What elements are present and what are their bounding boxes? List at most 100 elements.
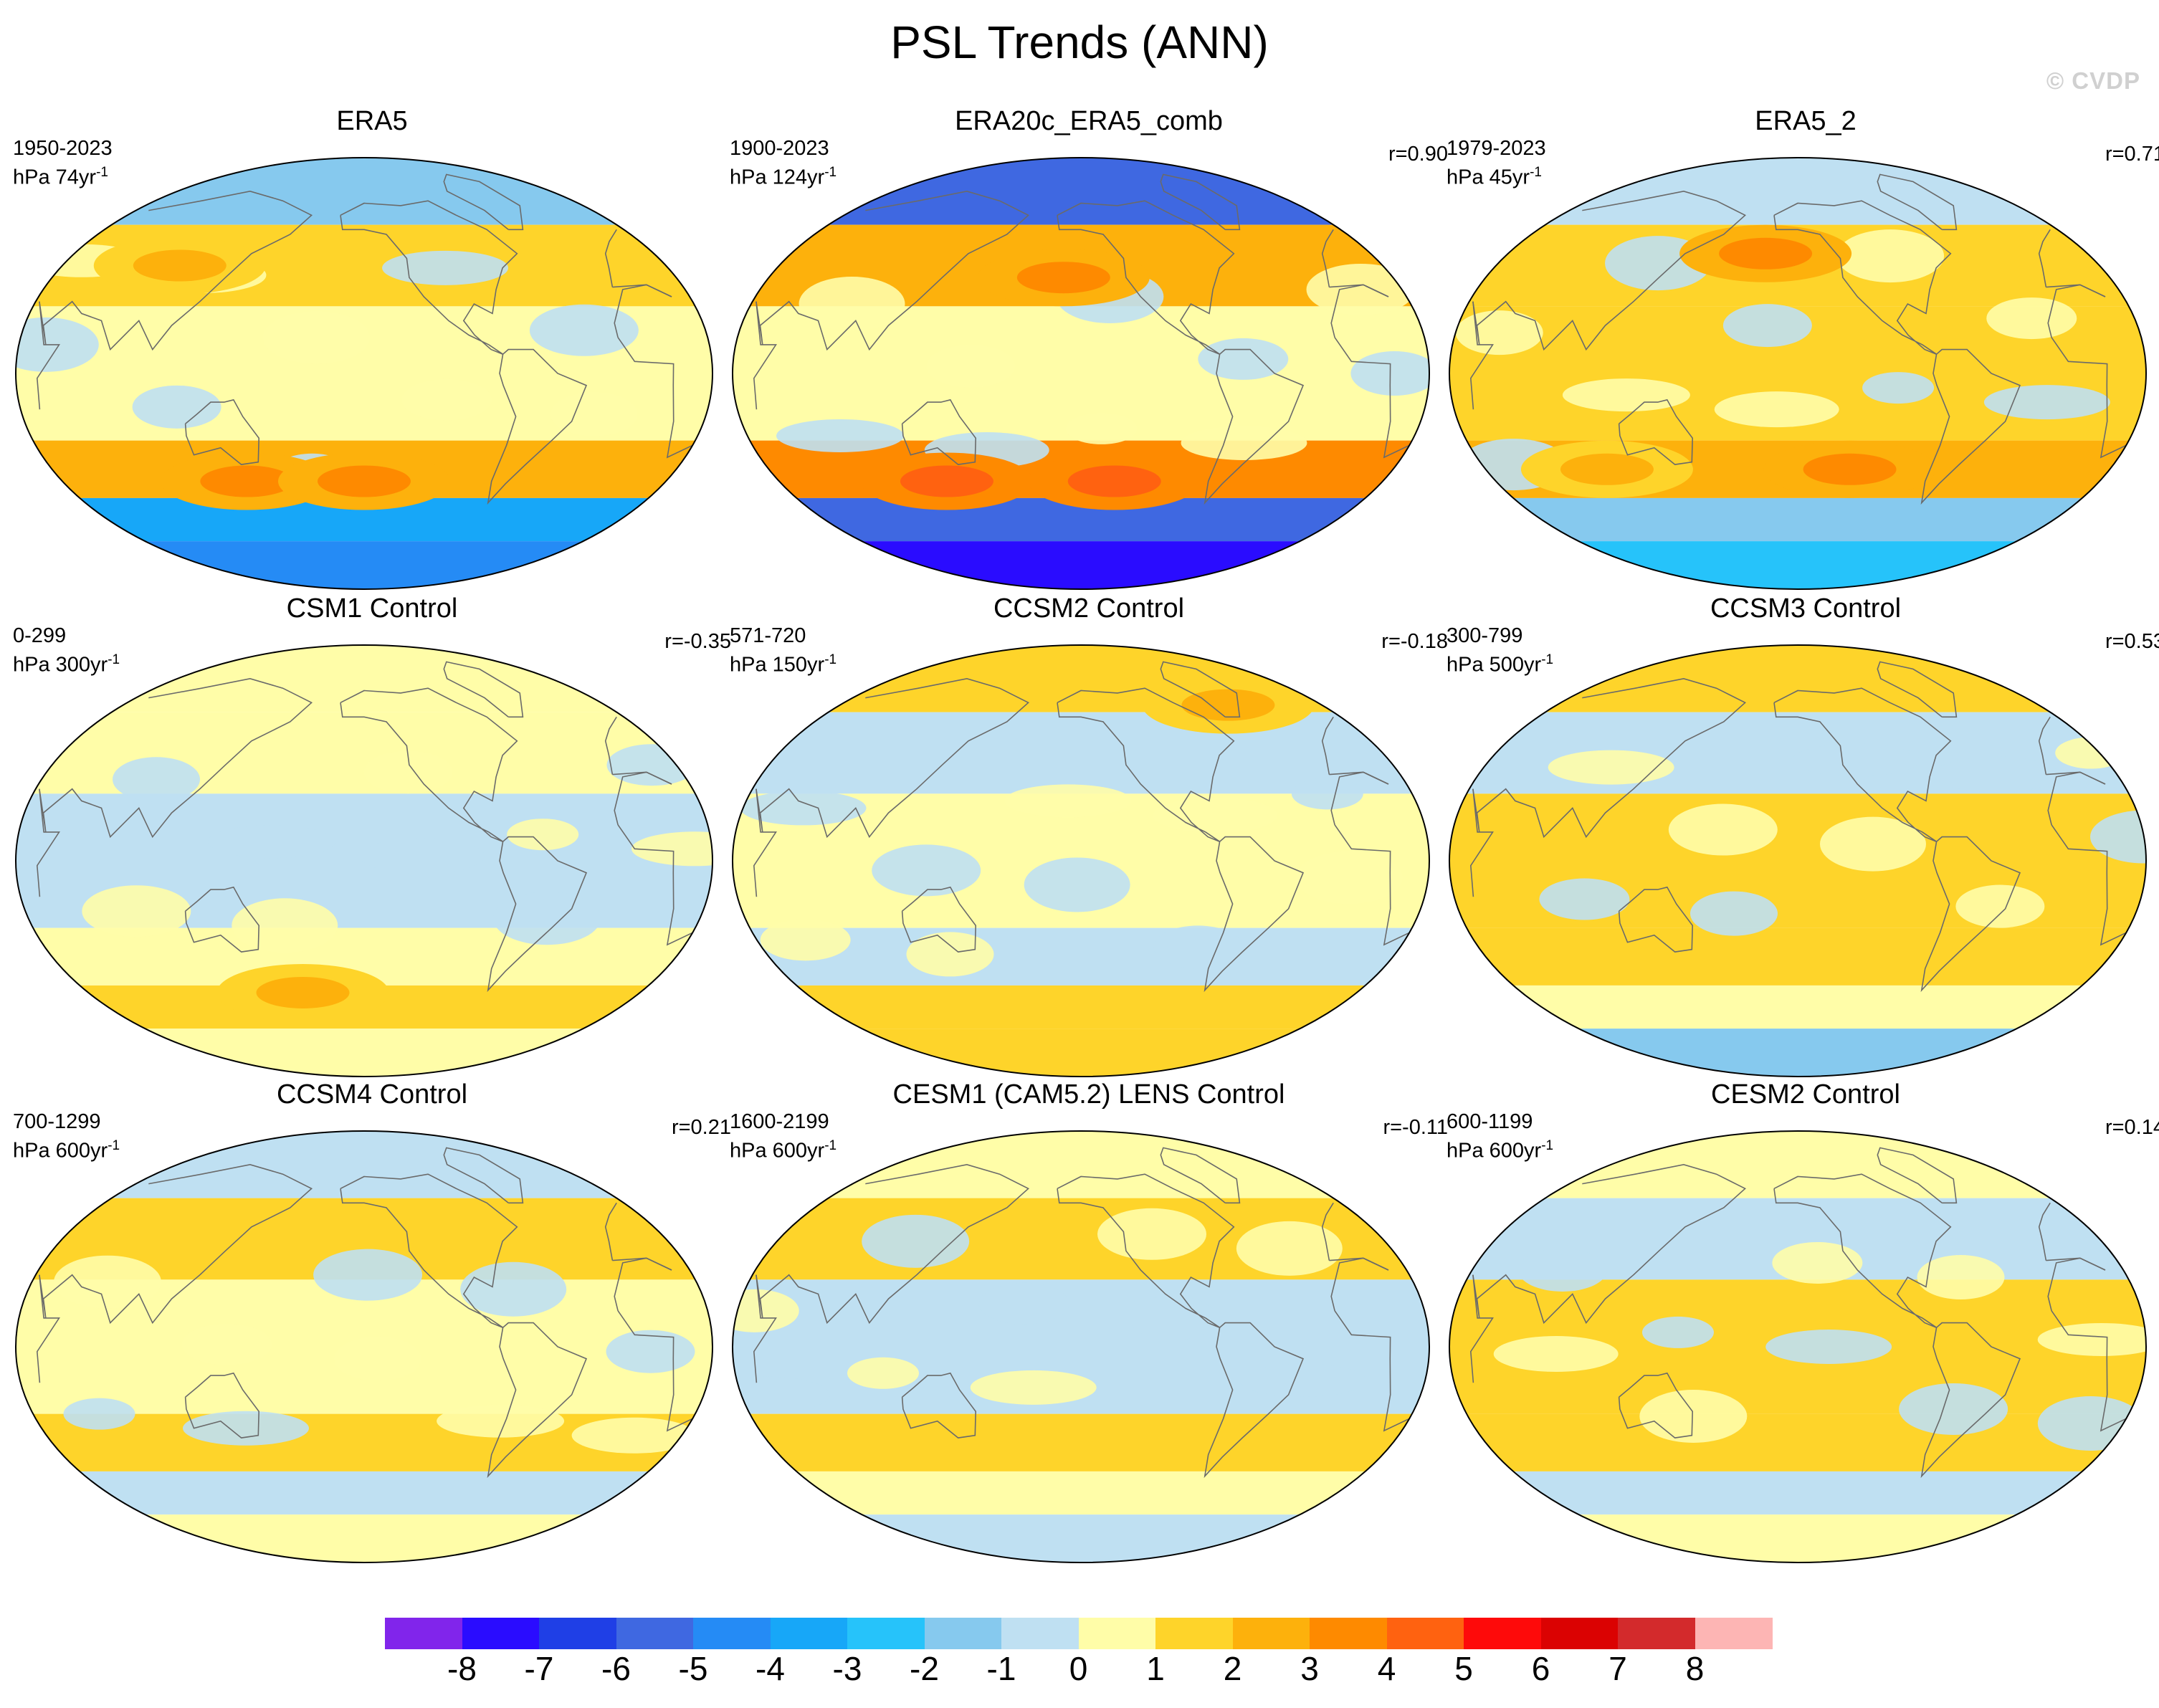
- colorbar-tick-label: 4: [1377, 1650, 1396, 1687]
- trend-patch: [1639, 1389, 1748, 1443]
- panel-units-base: hPa 500yr: [1447, 653, 1542, 677]
- trend-map: [732, 1130, 1430, 1563]
- trend-band: [733, 985, 1429, 1029]
- coastline: [1618, 399, 1694, 465]
- colorbar-box: [1386, 1618, 1464, 1649]
- panel-correlation: r=0.21: [671, 1116, 731, 1139]
- panel-units: hPa 300yr-1: [13, 648, 120, 677]
- panel-units-exponent: -1: [824, 652, 837, 667]
- map-border: [1449, 644, 2147, 1077]
- trend-patch: [1517, 1248, 1607, 1292]
- colorbar-tick-label: 0: [1069, 1650, 1088, 1687]
- trend-patch: [1714, 391, 1839, 428]
- trend-anomaly-core: [1067, 465, 1161, 497]
- colorbar-tick-label: -1: [986, 1650, 1016, 1687]
- colorbar-tick-label: -2: [910, 1650, 939, 1687]
- map-border: [732, 157, 1430, 590]
- trend-patch: [978, 1282, 1069, 1325]
- map-border: [1449, 1130, 2147, 1563]
- trend-patch: [1955, 884, 2045, 928]
- panel-units-base: hPa 124yr: [730, 166, 825, 189]
- panel-units-exponent: -1: [824, 165, 837, 180]
- field-layer: [1449, 645, 2146, 1077]
- trend-band: [16, 1029, 712, 1077]
- colorbar-box: [1310, 1618, 1387, 1649]
- trend-patch: [872, 844, 981, 897]
- field-layer: [733, 1131, 1429, 1563]
- panel-correlation: r=0.53: [2105, 630, 2159, 653]
- trend-patch: [437, 1404, 565, 1438]
- coastline: [753, 771, 1410, 946]
- trend-band: [1449, 1131, 2146, 1198]
- trend-patch: [132, 385, 221, 429]
- trend-band: [1449, 645, 2146, 712]
- panel-title: CCSM4 Control: [276, 1079, 468, 1110]
- trend-patch: [1153, 797, 1278, 834]
- trend-patch: [232, 898, 338, 953]
- trend-patch: [606, 744, 697, 786]
- trend-patch: [1899, 1383, 2008, 1435]
- trend-patch: [1792, 743, 1920, 777]
- coastline: [1877, 1147, 1958, 1204]
- trend-map: [1449, 157, 2147, 590]
- coastline: [184, 1372, 260, 1439]
- trend-patch: [113, 757, 201, 802]
- trend-band: [16, 1471, 712, 1515]
- trend-band: [1449, 985, 2146, 1029]
- colorbar-tick-label: 6: [1531, 1650, 1550, 1687]
- trend-patch: [363, 750, 453, 794]
- panel-correlation: r=-0.18: [1381, 630, 1448, 653]
- coastline: [1204, 836, 1305, 993]
- panel-units: hPa 150yr-1: [730, 648, 837, 677]
- coastline: [1773, 687, 1952, 842]
- panel-units-exponent: -1: [1541, 1138, 1554, 1153]
- trend-patch: [53, 1255, 161, 1309]
- coastline: [1469, 284, 2127, 459]
- trend-patch: [1004, 784, 1132, 818]
- trend-patch: [1153, 925, 1243, 969]
- trend-anomaly-core: [200, 465, 294, 497]
- coastline: [443, 173, 524, 231]
- map-panel: ERA20c_ERA5_comb 1900-2023 hPa 124yr-1 r=0.…: [730, 105, 1448, 599]
- coastline: [1920, 1322, 2021, 1479]
- trend-patch: [2037, 1396, 2144, 1451]
- colorbar-box: [1232, 1618, 1310, 1649]
- map-panel: ERA5 1950-2023 hPa 74yr-1: [13, 105, 731, 599]
- coastline: [1057, 687, 1235, 842]
- trend-patch: [1562, 378, 1690, 412]
- trend-patch: [1765, 1330, 1892, 1364]
- panel-units-exponent: -1: [1530, 165, 1542, 180]
- coastline: [1160, 1147, 1241, 1204]
- trend-patch: [493, 892, 601, 945]
- coastline: [901, 886, 977, 953]
- trend-anomaly-core: [1803, 453, 1897, 485]
- coastline: [340, 1173, 518, 1328]
- colorbar-box: [1078, 1618, 1156, 1649]
- panel-title: ERA5_2: [1755, 106, 1857, 136]
- colorbar-box: [1540, 1618, 1619, 1649]
- panel-units-base: hPa 150yr: [730, 653, 825, 677]
- coastline: [487, 348, 588, 505]
- field-layer: [16, 645, 712, 1077]
- trend-map: [732, 157, 1430, 590]
- trend-patch: [529, 304, 639, 356]
- colorbar-tick-label: -8: [447, 1650, 477, 1687]
- trend-patch: [550, 391, 638, 436]
- trend-band: [16, 1131, 712, 1198]
- trend-patch: [1539, 878, 1630, 920]
- colorbar-tick-label: -6: [601, 1650, 631, 1687]
- trend-band: [1449, 1514, 2146, 1563]
- panel-correlation: r=0.71: [2105, 143, 2159, 166]
- trend-anomaly-core: [900, 465, 993, 497]
- trend-patch: [970, 1370, 1097, 1405]
- colorbar-box: [1464, 1618, 1541, 1649]
- panel-title: CCSM3 Control: [1710, 593, 1902, 624]
- colorbar-box: [539, 1618, 616, 1649]
- field-layer: [733, 645, 1429, 1077]
- colorbar-tick-label: -5: [678, 1650, 708, 1687]
- panel-title: CESM2 Control: [1711, 1079, 1900, 1110]
- panel-correlation: r=0.90: [1388, 143, 1448, 166]
- panel-years: 700-1299: [13, 1110, 101, 1133]
- map-panel: CCSM2 Control 571-720 hPa 150yr-1 r=-0.18: [730, 592, 1448, 1087]
- trend-patch: [1983, 385, 2110, 420]
